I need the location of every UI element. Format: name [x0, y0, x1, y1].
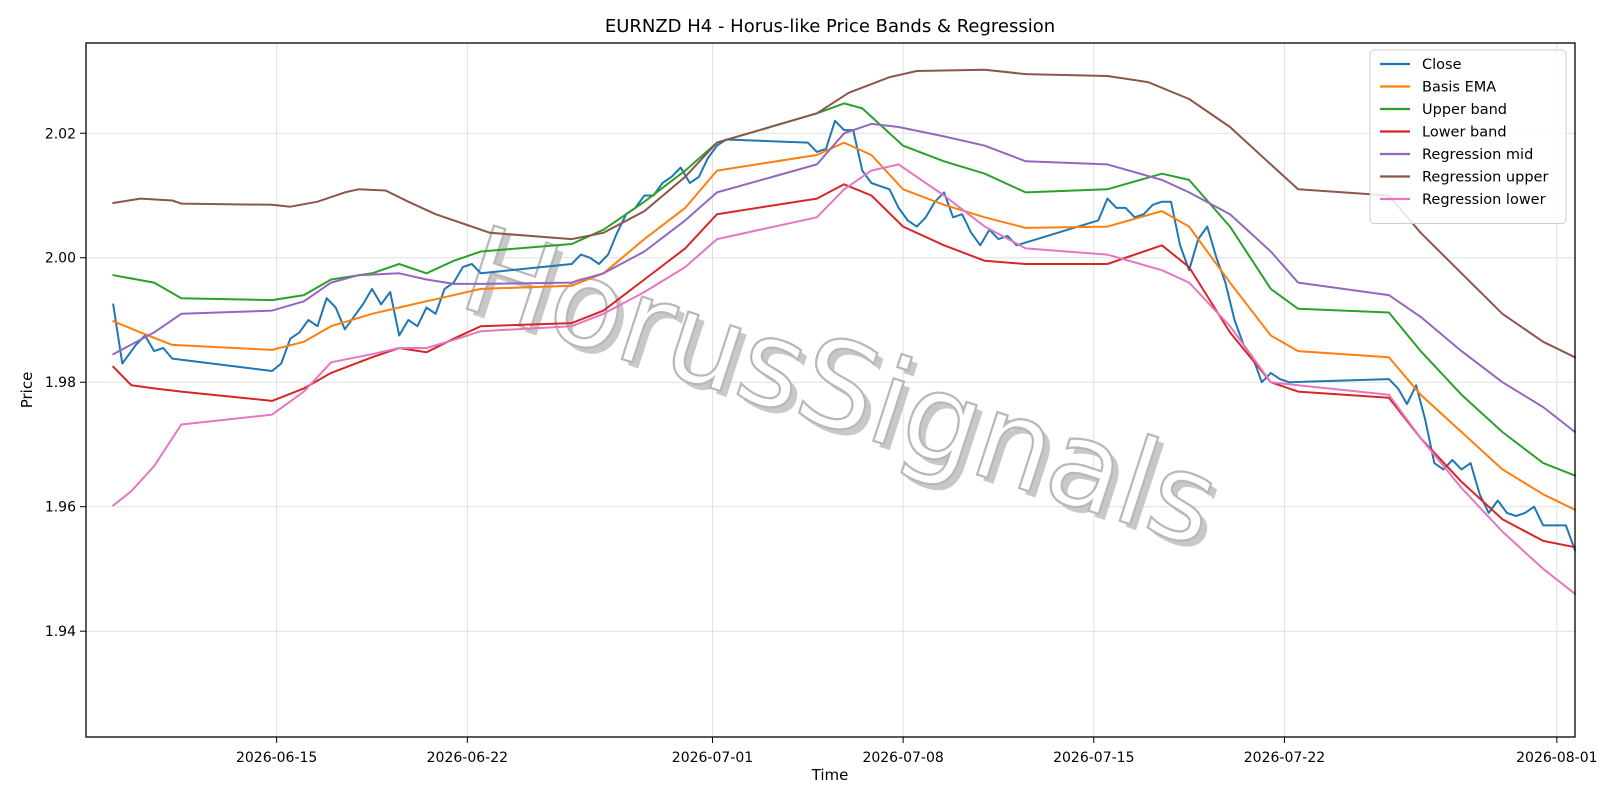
- y-tick-label: 1.94: [45, 624, 76, 640]
- series-line-basis-ema: [112, 141, 1576, 511]
- chart-title: EURNZD H4 - Horus-like Price Bands & Reg…: [605, 16, 1055, 37]
- y-tick-label: 2.00: [45, 251, 76, 267]
- legend-label: Basis EMA: [1422, 80, 1496, 96]
- legend-label: Regression mid: [1422, 147, 1533, 163]
- legend-label: Lower band: [1422, 125, 1507, 141]
- legend-label: Regression lower: [1422, 192, 1546, 208]
- x-tick-label: 2026-07-22: [1244, 750, 1325, 766]
- x-axis-title: Time: [811, 766, 849, 784]
- legend-label: Regression upper: [1422, 170, 1548, 186]
- x-tick-label: 2026-06-22: [427, 750, 508, 766]
- series-lines: [112, 68, 1576, 595]
- x-tick-label: 2026-06-15: [236, 750, 317, 766]
- x-axis-ticks: 2026-06-15 2026-06-22 2026-07-01 2026-07-08…: [236, 737, 1598, 766]
- legend-box: [1369, 49, 1567, 224]
- y-tick-label: 2.02: [45, 126, 76, 142]
- series-line-regression-mid: [112, 122, 1576, 433]
- series-line-regression-upper: [112, 68, 1576, 359]
- series-line-regression-lower: [112, 163, 1576, 595]
- y-tick-label: 1.98: [45, 375, 76, 391]
- grid: [86, 43, 1575, 737]
- legend-label: Upper band: [1422, 102, 1507, 118]
- x-tick-label: 2026-08-01: [1516, 750, 1597, 766]
- y-tick-label: 1.96: [45, 500, 76, 516]
- series-line-lower-band: [112, 183, 1576, 549]
- x-tick-label: 2026-07-01: [672, 750, 753, 766]
- x-tick-label: 2026-07-08: [862, 750, 943, 766]
- legend-label: Close: [1422, 57, 1462, 73]
- plot-area-frame: [85, 42, 1576, 738]
- series-line-close: [112, 119, 1576, 552]
- x-tick-label: 2026-07-15: [1053, 750, 1134, 766]
- y-axis-ticks: 1.94 1.96 1.98 2.00 2.02: [45, 126, 86, 640]
- legend: Close Basis EMA Upper band Lower band Regres…: [1369, 49, 1567, 224]
- y-axis-title: Price: [18, 372, 36, 409]
